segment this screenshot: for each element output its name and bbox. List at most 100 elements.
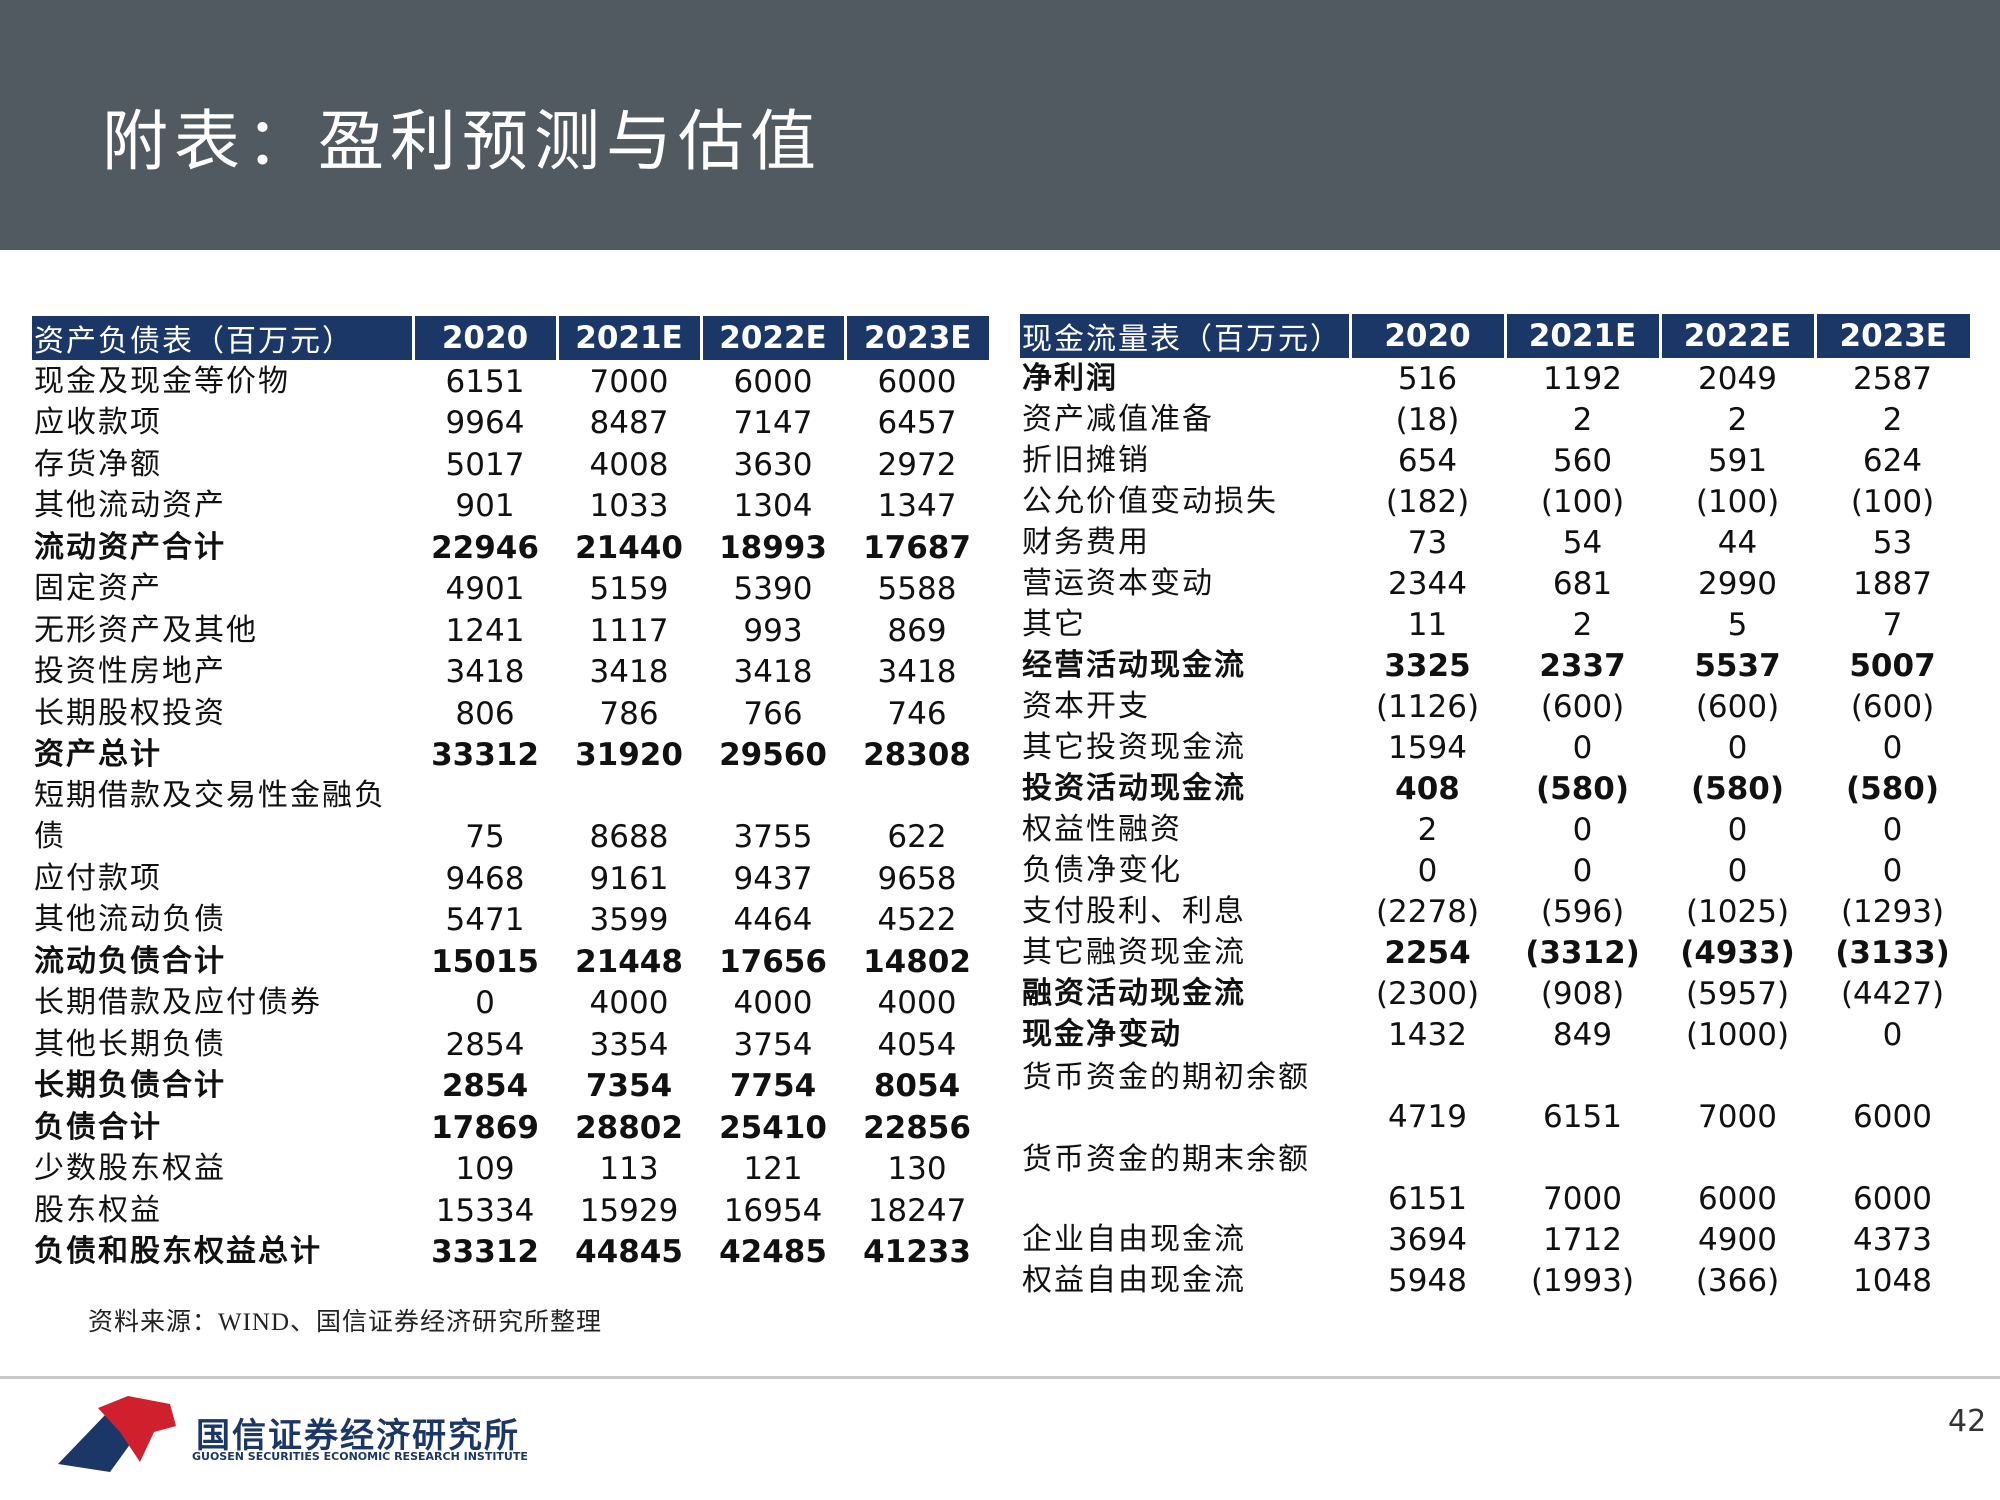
row-label: 融资活动现金流 [1022,977,1246,1010]
cell-value: (100) [1695,484,1780,520]
cell-value: (580) [1690,771,1785,807]
cell-value: 14802 [863,943,971,980]
row-label: 现金净变动 [1022,1018,1182,1051]
row-label: 长期股权投资 [34,696,226,730]
cell-value: 21448 [575,943,683,980]
cell-value: 41233 [863,1234,971,1270]
cell-value: 3630 [733,446,813,483]
cell-value: (3133) [1835,935,1950,971]
cell-value: 0 [1572,853,1593,889]
cell-value: (4427) [1840,976,1945,1012]
table-row: 现金及现金等价物 6151 7000 6000 6000 [32,360,989,402]
table-row: 其它投资现金流 1594 0 0 0 [1020,727,1970,768]
cell-value: (366) [1695,1263,1780,1299]
cell-value: (100) [1850,484,1935,520]
column-header: 2023E [843,316,989,360]
table-row: 融资活动现金流 (2300) (908) (5957) (4427) [1020,973,1970,1014]
row-label: 企业自由现金流 [1022,1223,1246,1256]
row-label: 资产总计 [34,738,162,771]
cell-value: 1712 [1543,1222,1622,1258]
cell-value: 7 [1882,607,1903,643]
column-header: 2023E [1813,314,1970,358]
cell-value: (1025) [1685,894,1790,930]
cell-value: 2972 [877,446,957,483]
cell-value: 53 [1872,525,1913,561]
balance-sheet-table: 资产负债表（百万元） 2020 2021E 2022E 2023E 现金及现金等价物 61… [32,316,989,1272]
table-row: 其他流动负债 5471 3599 4464 4522 [32,899,989,941]
cell-value: 849 [1552,1017,1613,1053]
cell-value: 5537 [1694,648,1781,684]
cell-value: 622 [887,819,947,855]
cell-value: 42485 [719,1234,827,1270]
cell-value: 44 [1717,525,1758,561]
row-label: 营运资本变动 [1022,567,1214,600]
row-label: 现金及现金等价物 [34,364,290,398]
cell-value: (2300) [1375,976,1480,1012]
cell-value: (580) [1535,771,1630,807]
cell-value: 1347 [877,488,957,524]
cell-value: 3754 [733,1026,813,1063]
cell-value: 29560 [719,737,827,773]
cell-value: 113 [599,1151,659,1187]
cell-value: 4373 [1853,1222,1932,1258]
row-label: 存货净额 [34,447,162,481]
table-row: 固定资产 4901 5159 5390 5588 [32,568,989,610]
cell-value: 654 [1397,443,1458,479]
row-label: 货币资金的期末余额 [1022,1143,1310,1176]
table-row: 应收款项 9964 8487 7147 6457 [32,402,989,444]
table-row: 负债合计 17869 28802 25410 22856 [32,1106,989,1148]
table-row: 货币资金的期末余额 6151 7000 6000 6000 [1020,1137,1970,1219]
cell-value: 11 [1407,607,1448,643]
row-label: 其它 [1022,608,1086,641]
table-row: 存货净额 5017 4008 3630 2972 [32,443,989,485]
cell-value: 21440 [575,529,683,566]
cell-value: 7000 [589,363,669,400]
table-row: 无形资产及其他 1241 1117 993 869 [32,609,989,651]
cell-value: 9437 [733,860,813,897]
cell-value: 869 [887,612,947,649]
cell-value: 121 [743,1151,803,1187]
cell-value: 7000 [1543,1181,1622,1217]
row-label: 其他流动负债 [34,903,226,936]
cell-value: 0 [1727,853,1748,889]
cell-value: 1192 [1543,361,1622,397]
cell-value: 4000 [733,985,813,1021]
row-label: 折旧摊销 [1022,444,1150,477]
cell-value: 4464 [733,902,813,938]
cell-value: 54 [1562,525,1603,561]
cell-value: 993 [743,612,803,649]
cell-value: 6000 [1698,1181,1777,1217]
row-label: 流动负债合计 [34,944,226,978]
column-header: 2022E [699,316,845,360]
cell-value: 8054 [873,1068,961,1104]
table-row: 权益自由现金流 5948 (1993) (366) 1048 [1020,1260,1970,1301]
row-label: 少数股东权益 [34,1152,226,1185]
cell-value: 560 [1552,443,1613,479]
table-row: 营运资本变动 2344 681 2990 1887 [1020,563,1970,604]
cell-value: 3599 [589,902,669,938]
cell-value: 5159 [589,571,669,607]
cell-value: 1048 [1853,1263,1932,1299]
row-label: 权益自由现金流 [1022,1264,1246,1297]
table-row: 长期借款及应付债券 0 4000 4000 4000 [32,982,989,1024]
cell-value: 4522 [877,902,957,938]
cell-value: 22946 [431,529,539,566]
cash-flow-table: 现金流量表（百万元） 2020 2021E 2022E 2023E 净利润 516 1192… [1020,314,1970,1301]
row-label: 短期借款及交易性金融负债 [34,779,386,853]
cell-value: 6151 [1543,1099,1622,1135]
cell-value: 766 [743,695,803,732]
cell-value: 17656 [719,943,827,980]
table-row: 货币资金的期初余额 4719 6151 7000 6000 [1020,1055,1970,1137]
header-row: 现金流量表（百万元） 2020 2021E 2022E 2023E [1020,314,1970,358]
table-row: 支付股利、利息 (2278) (596) (1025) (1293) [1020,891,1970,932]
table-title: 现金流量表（百万元） [1020,314,1350,358]
cell-value: 6000 [1853,1181,1932,1217]
cell-value: 3418 [733,654,813,690]
row-label: 无形资产及其他 [34,613,258,647]
cell-value: 4900 [1698,1222,1777,1258]
cell-value: (1293) [1840,894,1945,930]
cell-value: (908) [1540,976,1625,1012]
cell-value: 15929 [579,1192,679,1229]
cell-value: 28308 [863,737,971,773]
